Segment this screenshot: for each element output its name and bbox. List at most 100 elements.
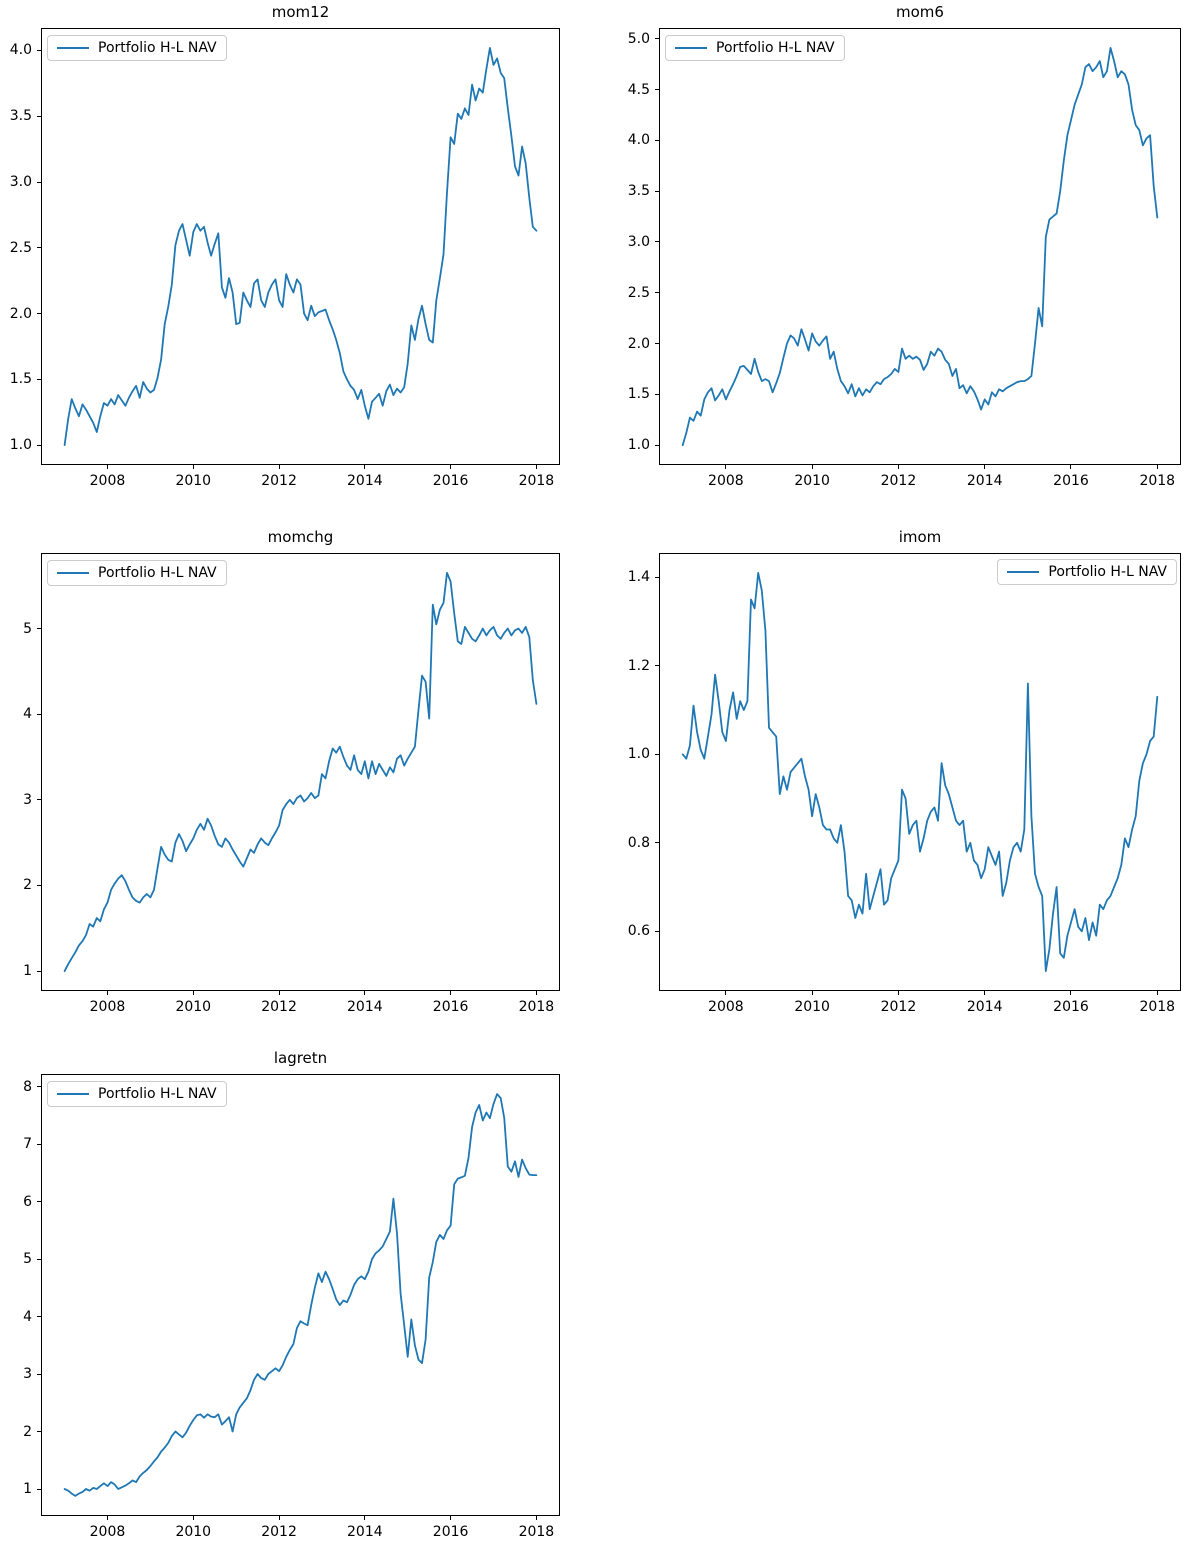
- x-tick-mark: [364, 1516, 366, 1520]
- y-tick-mark: [37, 1201, 41, 1203]
- x-tick-mark: [984, 991, 986, 995]
- x-tick-label: 2016: [1053, 999, 1089, 1015]
- x-tick-label: 2010: [794, 999, 830, 1015]
- y-tick-mark: [37, 49, 41, 51]
- nav-series-line: [681, 46, 1159, 447]
- legend-line-sample: [57, 1093, 89, 1095]
- x-tick-mark: [1156, 991, 1158, 995]
- x-tick-mark: [450, 1516, 452, 1520]
- x-tick-label: 2008: [89, 1524, 126, 1540]
- y-tick-mark: [655, 292, 659, 294]
- x-tick-label: 2008: [89, 999, 126, 1015]
- x-tick-mark: [192, 465, 194, 469]
- y-tick-mark: [37, 1373, 41, 1375]
- chart-title: imom: [898, 528, 942, 546]
- x-tick-label: 2010: [175, 999, 212, 1015]
- x-tick-mark: [897, 465, 899, 469]
- y-tick-label: 2.0: [9, 305, 32, 322]
- y-tick-label: 4.0: [9, 42, 32, 59]
- x-tick-label: 2012: [261, 999, 297, 1015]
- x-tick-mark: [278, 991, 280, 995]
- x-tick-mark: [192, 991, 194, 995]
- nav-series-line: [63, 1093, 538, 1497]
- y-tick-label: 1.0: [627, 746, 650, 763]
- y-tick-mark: [37, 970, 41, 972]
- x-tick-mark: [278, 465, 280, 469]
- x-tick-mark: [535, 465, 537, 469]
- y-tick-label: 2.0: [627, 335, 650, 352]
- y-tick-label: 4.0: [627, 132, 650, 149]
- chart-imom: imom Portfolio H-L NAV 2008 2010 2012 2014 2…: [628, 528, 1181, 1015]
- x-tick-label: 2012: [880, 473, 917, 489]
- y-tick-label: 4: [23, 1308, 32, 1325]
- x-tick-mark: [811, 991, 813, 995]
- x-tick-label: 2014: [347, 999, 383, 1015]
- axes-frame: [41, 1074, 560, 1516]
- y-tick-mark: [37, 313, 41, 315]
- y-tick-label: 3: [23, 791, 32, 808]
- y-tick-mark: [37, 1316, 41, 1318]
- y-tick-label: 1: [23, 1481, 32, 1497]
- y-tick-label: 2.5: [627, 284, 650, 301]
- x-tick-mark: [535, 991, 537, 995]
- x-tick-label: 2012: [261, 1524, 297, 1540]
- y-tick-label: 1: [23, 963, 32, 980]
- plot-area-mom12: [41, 28, 560, 465]
- legend-line-sample: [675, 47, 707, 49]
- chart-lagretn: lagretn Portfolio H-L NAV 2008 2010 2012 20…: [23, 1049, 560, 1540]
- x-tick-label: 2010: [175, 1524, 212, 1540]
- plot-area-imom: [659, 553, 1181, 991]
- y-tick-mark: [37, 884, 41, 886]
- x-tick-label: 2012: [880, 999, 917, 1015]
- y-tick-label: 1.5: [9, 371, 32, 388]
- x-tick-label: 2016: [432, 999, 469, 1015]
- x-tick-label: 2014: [966, 473, 1003, 489]
- x-tick-mark: [811, 465, 813, 469]
- y-tick-mark: [655, 38, 659, 40]
- legend: Portfolio H-L NAV: [47, 560, 227, 586]
- nav-series-line: [681, 571, 1159, 973]
- axes-frame: [659, 28, 1181, 465]
- x-tick-label: 2018: [518, 473, 555, 489]
- x-tick-mark: [725, 465, 727, 469]
- legend-line-sample: [57, 47, 89, 49]
- y-tick-mark: [655, 393, 659, 395]
- y-tick-mark: [37, 1488, 41, 1490]
- chart-title: momchg: [267, 528, 334, 546]
- x-tick-mark: [450, 465, 452, 469]
- x-tick-label: 2018: [518, 999, 555, 1015]
- y-tick-mark: [37, 1258, 41, 1260]
- x-tick-label: 2018: [518, 1524, 555, 1540]
- y-tick-mark: [37, 378, 41, 380]
- y-tick-label: 1.0: [9, 437, 32, 454]
- y-tick-mark: [37, 1431, 41, 1433]
- y-tick-mark: [37, 1086, 41, 1088]
- chart-title: mom12: [271, 3, 330, 21]
- y-tick-label: 1.5: [627, 386, 650, 403]
- axes-frame: [41, 28, 560, 465]
- y-tick-label: 0.8: [627, 834, 650, 851]
- legend-label: Portfolio H-L NAV: [98, 565, 217, 581]
- y-tick-label: 7: [23, 1136, 32, 1153]
- y-tick-label: 3.5: [627, 183, 650, 200]
- y-tick-label: 3.0: [627, 233, 650, 250]
- plot-area-mom6: [659, 28, 1181, 465]
- x-tick-label: 2016: [432, 1524, 469, 1540]
- y-tick-mark: [655, 139, 659, 141]
- x-tick-mark: [364, 991, 366, 995]
- y-tick-label: 1.4: [627, 569, 650, 586]
- legend-label: Portfolio H-L NAV: [1048, 564, 1167, 580]
- y-tick-mark: [37, 181, 41, 183]
- x-tick-mark: [364, 465, 366, 469]
- x-tick-label: 2018: [1139, 999, 1176, 1015]
- chart-title: mom6: [896, 3, 944, 21]
- y-tick-mark: [37, 444, 41, 446]
- legend: Portfolio H-L NAV: [665, 35, 845, 61]
- x-tick-label: 2010: [175, 473, 212, 489]
- y-tick-label: 8: [23, 1078, 32, 1095]
- x-tick-label: 2008: [708, 999, 744, 1015]
- chart-momchg: momchg Portfolio H-L NAV 2008 2010 2012 201…: [23, 528, 560, 1015]
- legend: Portfolio H-L NAV: [47, 1081, 227, 1107]
- y-tick-label: 4: [23, 706, 32, 723]
- x-tick-mark: [192, 1516, 194, 1520]
